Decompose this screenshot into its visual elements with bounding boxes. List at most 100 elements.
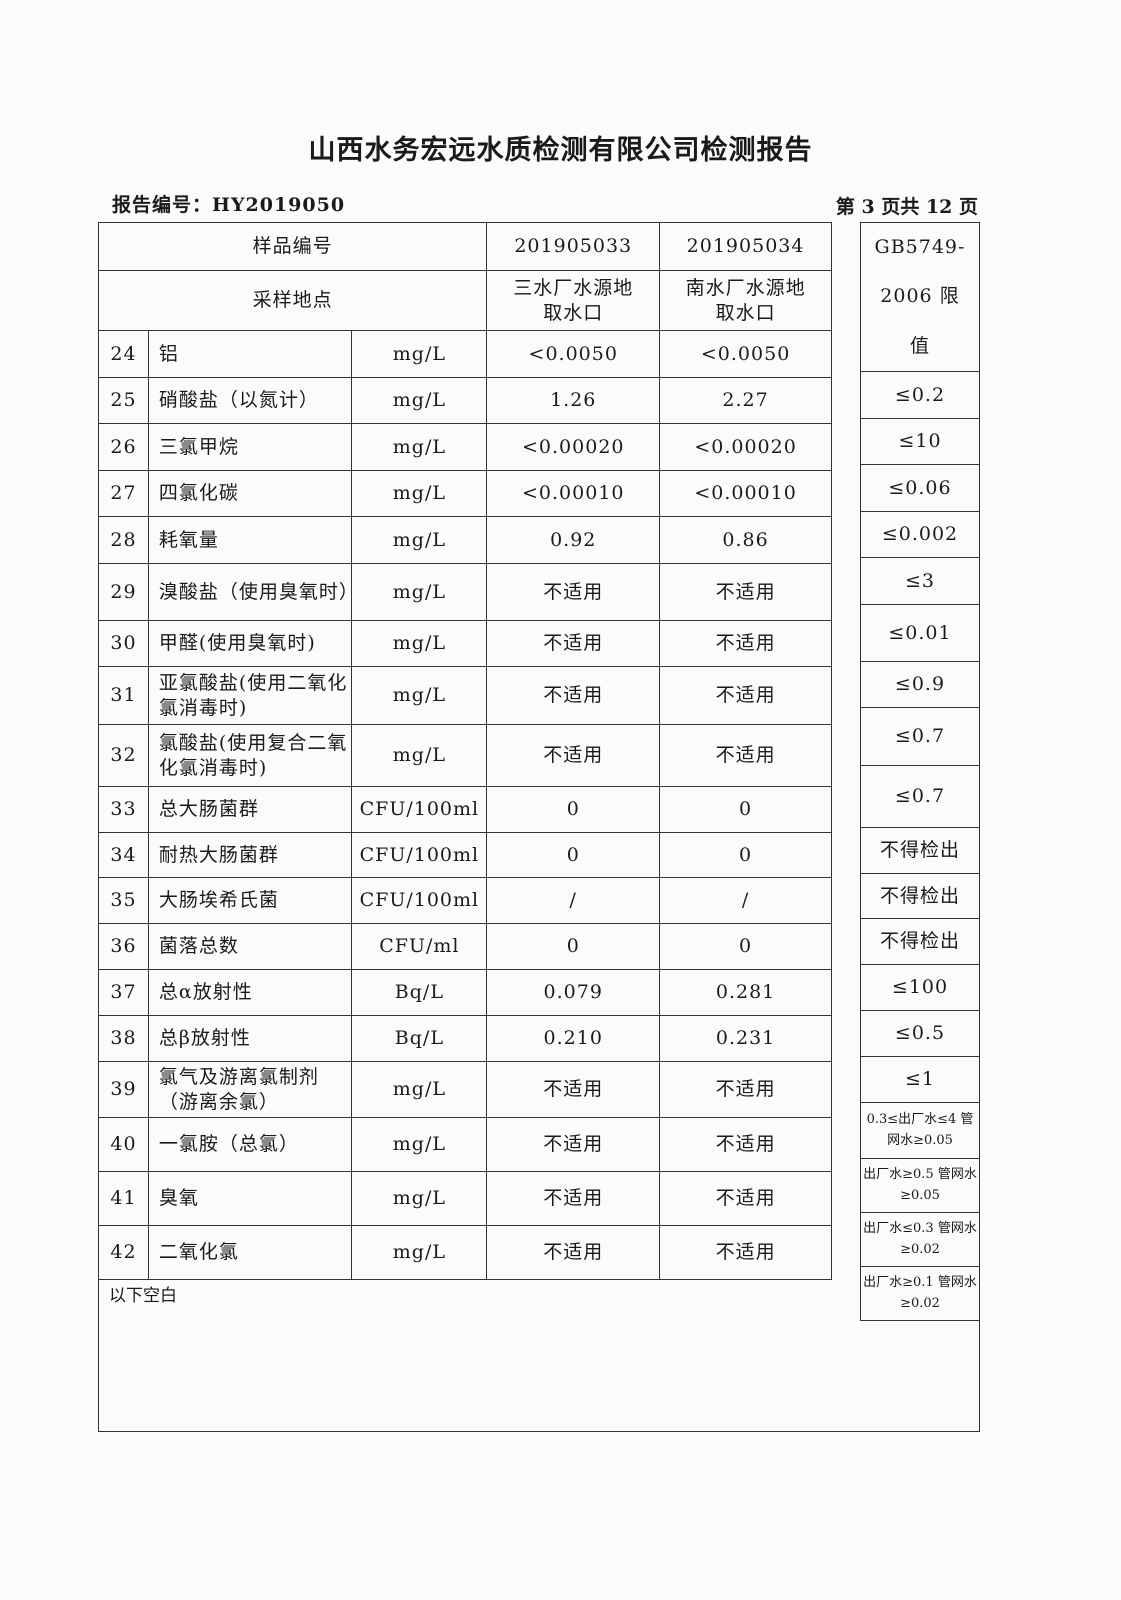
table-row: 25 硝酸盐（以氮计） mg/L 1.26 2.27 — [98, 377, 832, 424]
limit-value: 出厂水≥0.1 管网水≥0.02 — [860, 1266, 980, 1322]
item-unit: mg/L — [351, 1171, 488, 1226]
limits-table: GB5749-2006 限值 ≤0.2 ≤10 ≤0.06 ≤0.002 ≤3 ≤0.01… — [860, 221, 980, 1322]
limit-header: GB5749-2006 限值 — [860, 221, 980, 373]
item-number: 41 — [98, 1171, 149, 1226]
item-number: 37 — [98, 969, 149, 1016]
table-row: 26 三氯甲烷 mg/L <0.00020 <0.00020 — [98, 423, 832, 471]
limit-row: ≤0.5 — [860, 1010, 980, 1058]
limit-row: ≤1 — [860, 1056, 980, 1104]
result-sample-2: 0 — [659, 923, 832, 970]
table-row: 31 亚氯酸盐(使用二氧化氯消毒时) mg/L 不适用 不适用 — [98, 666, 832, 725]
item-name: 氯气及游离氯制剂（游离余氯） — [147, 1061, 353, 1118]
item-name: 氯酸盐(使用复合二氧化氯消毒时) — [147, 724, 353, 787]
item-number: 42 — [98, 1225, 149, 1280]
sample-id-1: 201905033 — [486, 222, 661, 271]
table-row: 35 大肠埃希氏菌 CFU/100ml / / — [98, 877, 832, 924]
limit-value: ≤100 — [860, 964, 980, 1012]
item-name: 溴酸盐（使用臭氧时） — [147, 563, 358, 621]
result-sample-2: 不适用 — [659, 1117, 832, 1172]
limit-row: ≤0.7 — [860, 765, 980, 829]
result-sample-1: 不适用 — [486, 1171, 661, 1226]
item-unit: mg/L — [351, 1061, 488, 1118]
item-number: 32 — [98, 724, 149, 787]
item-name: 总α放射性 — [147, 969, 353, 1016]
result-sample-2: 不适用 — [659, 724, 832, 787]
table-row: 42 二氧化氯 mg/L 不适用 不适用 — [98, 1225, 832, 1280]
result-sample-2: 0.281 — [659, 969, 832, 1016]
item-unit: mg/L — [351, 1117, 488, 1172]
item-unit: mg/L — [351, 330, 488, 378]
limit-row: 不得检出 — [860, 918, 980, 966]
item-number: 35 — [98, 877, 149, 924]
item-name: 四氯化碳 — [147, 470, 353, 517]
limit-value: ≤1 — [860, 1056, 980, 1104]
results-table: 样品编号 201905033 201905034 采样地点 三水厂水源地取水口 … — [97, 222, 832, 1280]
limit-value: ≤0.06 — [860, 464, 980, 513]
result-sample-2: 不适用 — [659, 666, 832, 725]
item-unit: mg/L — [351, 724, 488, 787]
item-unit: CFU/100ml — [351, 877, 488, 924]
table-row: 39 氯气及游离氯制剂（游离余氯） mg/L 不适用 不适用 — [98, 1061, 832, 1118]
result-sample-2: / — [659, 877, 832, 924]
sample-number-label: 样品编号 — [97, 222, 488, 271]
item-number: 26 — [98, 423, 149, 471]
limit-row: ≤3 — [860, 557, 980, 606]
item-unit: mg/L — [351, 377, 488, 424]
result-sample-1: 不适用 — [486, 563, 661, 621]
result-sample-1: 0.079 — [486, 969, 661, 1016]
item-number: 39 — [98, 1061, 149, 1118]
table-row: 29 溴酸盐（使用臭氧时） mg/L 不适用 不适用 — [98, 563, 832, 621]
item-unit: mg/L — [351, 620, 488, 667]
item-name: 甲醛(使用臭氧时) — [147, 620, 353, 667]
limit-row: ≤0.9 — [860, 661, 980, 709]
result-sample-1: 0.92 — [486, 516, 661, 564]
limit-value: ≤0.5 — [860, 1010, 980, 1058]
item-unit: CFU/ml — [351, 923, 488, 970]
item-unit: mg/L — [351, 516, 488, 564]
item-number: 25 — [98, 377, 149, 424]
item-number: 33 — [98, 786, 149, 833]
result-sample-2: 0 — [659, 786, 832, 833]
item-name: 三氯甲烷 — [147, 423, 353, 471]
limit-value: ≤0.7 — [860, 707, 980, 767]
limit-value: ≤0.01 — [860, 604, 980, 663]
item-name: 硝酸盐（以氮计） — [147, 377, 353, 424]
result-sample-1: <0.00010 — [486, 470, 661, 517]
result-sample-1: / — [486, 877, 661, 924]
item-name: 总大肠菌群 — [147, 786, 353, 833]
item-number: 36 — [98, 923, 149, 970]
result-sample-1: 0.210 — [486, 1015, 661, 1062]
result-sample-2: <0.00010 — [659, 470, 832, 517]
table-row: 30 甲醛(使用臭氧时) mg/L 不适用 不适用 — [98, 620, 832, 667]
item-number: 31 — [98, 666, 149, 725]
limit-row: ≤0.7 — [860, 707, 980, 767]
item-unit: mg/L — [351, 423, 488, 471]
table-row: 36 菌落总数 CFU/ml 0 0 — [98, 923, 832, 970]
result-sample-2: <0.00020 — [659, 423, 832, 471]
result-sample-1: 不适用 — [486, 1225, 661, 1280]
result-sample-2: 0.231 — [659, 1015, 832, 1062]
limit-row: ≤0.06 — [860, 464, 980, 513]
limit-row: 出厂水≤0.3 管网水≥0.02 — [860, 1212, 980, 1268]
result-sample-2: 不适用 — [659, 1171, 832, 1226]
item-name: 一氯胺（总氯） — [147, 1117, 353, 1172]
limit-value: ≤0.9 — [860, 661, 980, 709]
limit-row: 出厂水≥0.1 管网水≥0.02 — [860, 1266, 980, 1322]
item-name: 菌落总数 — [147, 923, 353, 970]
sample-id-2: 201905034 — [659, 222, 832, 271]
result-sample-2: 不适用 — [659, 563, 832, 621]
item-number: 30 — [98, 620, 149, 667]
table-row: 24 铝 mg/L <0.0050 <0.0050 — [98, 330, 832, 378]
item-number: 40 — [98, 1117, 149, 1172]
limit-row: 出厂水≥0.5 管网水≥0.05 — [860, 1158, 980, 1214]
limit-row: ≤0.002 — [860, 511, 980, 559]
result-sample-1: 0 — [486, 832, 661, 878]
result-sample-1: 不适用 — [486, 620, 661, 667]
result-sample-1: 不适用 — [486, 666, 661, 725]
result-sample-2: 不适用 — [659, 1061, 832, 1118]
table-row: 28 耗氧量 mg/L 0.92 0.86 — [98, 516, 832, 564]
limit-value: 不得检出 — [860, 918, 980, 966]
result-sample-2: <0.0050 — [659, 330, 832, 378]
item-name: 臭氧 — [147, 1171, 353, 1226]
location-label: 采样地点 — [97, 270, 488, 331]
